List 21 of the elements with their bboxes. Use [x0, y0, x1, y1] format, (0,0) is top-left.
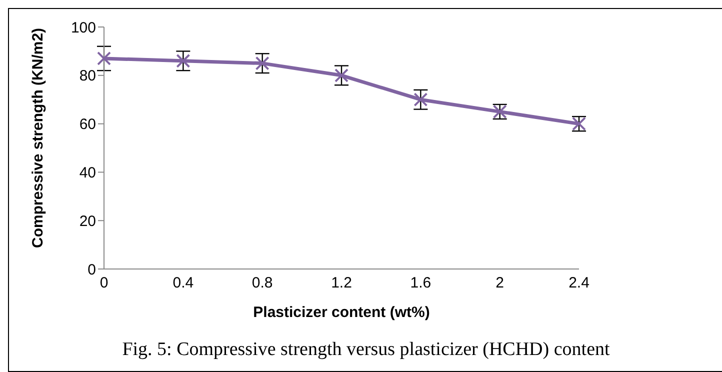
- point: [97, 51, 111, 66]
- x-tick-label: 0: [100, 274, 108, 292]
- y-tick-label: 60: [79, 116, 96, 134]
- y-tick-label: 20: [79, 212, 96, 230]
- point: [176, 54, 190, 68]
- y-tick-label: 100: [70, 19, 96, 36]
- x-axis-title: Plasticizer content (wt%): [253, 304, 430, 321]
- caption: Fig. 5: Compressive strength versus plasticizer (HCHD) content: [121, 339, 611, 361]
- x-tick-label: 1.6: [410, 274, 432, 292]
- y-tick-label: 40: [79, 164, 96, 182]
- y-tick-label: 0: [88, 261, 96, 278]
- point: [255, 56, 270, 70]
- point: [414, 92, 428, 107]
- x-tick-label: 2: [496, 274, 504, 292]
- point: [334, 68, 348, 82]
- x-tick-label: 0.8: [252, 274, 273, 292]
- y-tick-label: 80: [79, 68, 96, 85]
- x-tick-label: 1.2: [331, 274, 352, 292]
- y-axis-title: Compressive strength (KN/m2): [29, 28, 46, 248]
- x-tick-label: 0.4: [172, 274, 194, 292]
- x-tick-label: 2.4: [568, 274, 590, 292]
